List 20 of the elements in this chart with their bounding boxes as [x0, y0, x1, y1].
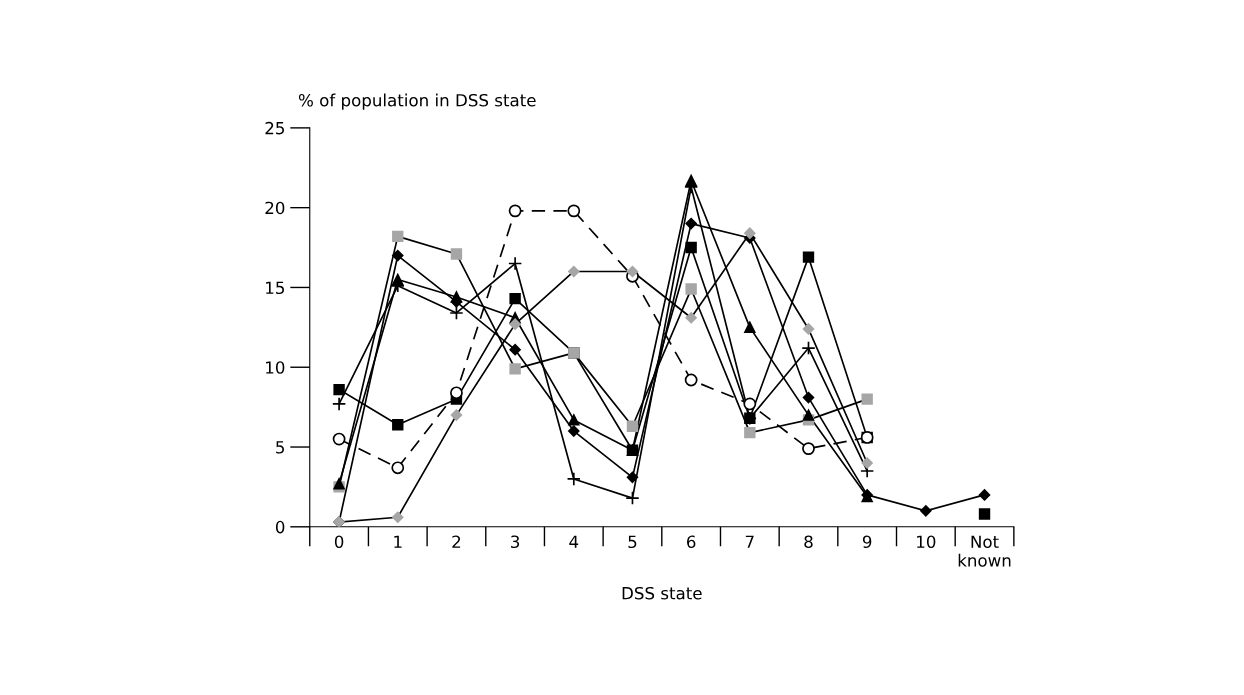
x-tick-label: 8	[804, 535, 813, 549]
y-tick-label: 10	[266, 361, 285, 374]
y-tick-label: 20	[265, 201, 285, 215]
y-tick-label: 15	[266, 281, 284, 295]
x-tick-label: 6	[687, 535, 696, 549]
x-tick-label: 7	[745, 535, 754, 548]
y-tick-label: 0	[275, 520, 285, 534]
x-tick-label: Not known	[958, 535, 1011, 567]
x-tick-label: 10	[917, 535, 936, 549]
x-tick-label: 3	[511, 535, 520, 549]
x-tick-label: 2	[452, 535, 461, 548]
x-tick-label: 9	[862, 535, 872, 549]
y-axis-title: % of population in DSS state	[298, 93, 536, 110]
x-tick-label: 1	[394, 535, 402, 548]
x-tick-label: 4	[569, 535, 579, 548]
x-tick-label: 5	[628, 535, 637, 549]
x-axis-title: DSS state	[622, 586, 702, 600]
y-tick-label: 25	[265, 121, 284, 135]
x-tick-label: 0	[334, 535, 344, 549]
y-tick-label: 5	[276, 441, 284, 454]
